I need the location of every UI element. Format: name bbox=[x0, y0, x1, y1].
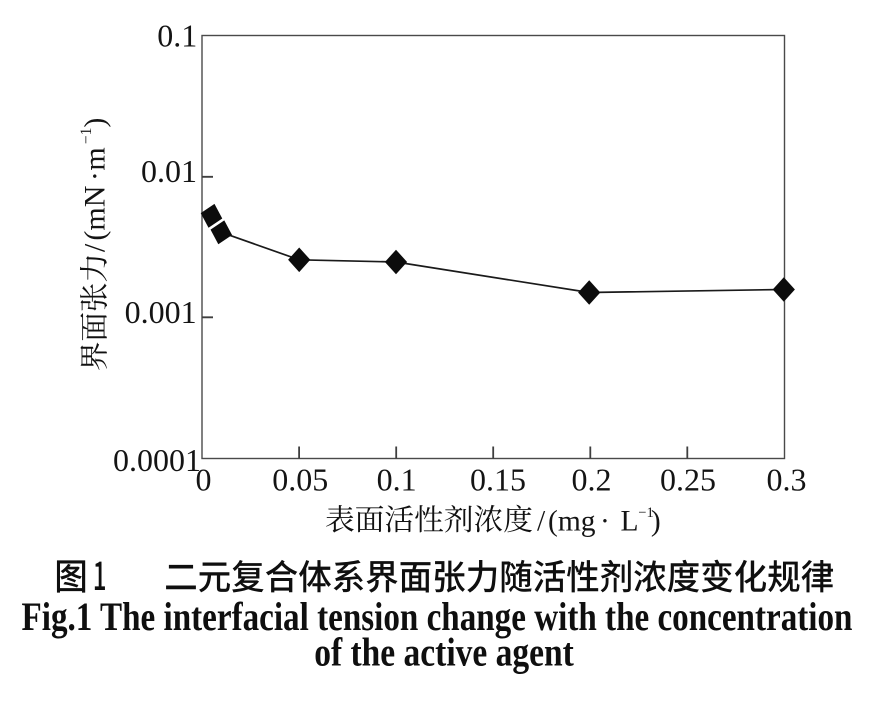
svg-text:·: · bbox=[79, 171, 112, 181]
svg-text:0.25: 0.25 bbox=[660, 462, 716, 498]
svg-text:(mN: (mN bbox=[79, 186, 112, 241]
svg-text:L: L bbox=[621, 506, 639, 538]
svg-text:0.2: 0.2 bbox=[572, 462, 612, 498]
svg-text:0.1: 0.1 bbox=[377, 462, 417, 498]
svg-text:): ) bbox=[79, 118, 112, 128]
svg-text:−1: −1 bbox=[638, 505, 653, 521]
svg-text:/: / bbox=[537, 506, 546, 538]
svg-text:Fig.1 The interfacial tension: Fig.1 The interfacial tension change wit… bbox=[22, 594, 853, 639]
svg-text:0.001: 0.001 bbox=[125, 294, 197, 330]
svg-text:(mg: (mg bbox=[548, 506, 596, 538]
svg-text:0.1: 0.1 bbox=[157, 18, 197, 54]
svg-text:0: 0 bbox=[196, 462, 212, 498]
svg-text:0.15: 0.15 bbox=[470, 462, 526, 498]
svg-text:/: / bbox=[79, 243, 112, 252]
svg-text:): ) bbox=[651, 506, 661, 538]
svg-text:0.3: 0.3 bbox=[767, 462, 807, 498]
svg-text:0.01: 0.01 bbox=[141, 153, 197, 189]
svg-text:0.05: 0.05 bbox=[272, 462, 328, 498]
svg-text:−1: −1 bbox=[78, 128, 95, 145]
svg-text:·: · bbox=[600, 506, 610, 538]
svg-text:0.0001: 0.0001 bbox=[113, 442, 201, 478]
svg-text:of the active agent: of the active agent bbox=[314, 630, 574, 674]
svg-text:m: m bbox=[79, 147, 112, 170]
